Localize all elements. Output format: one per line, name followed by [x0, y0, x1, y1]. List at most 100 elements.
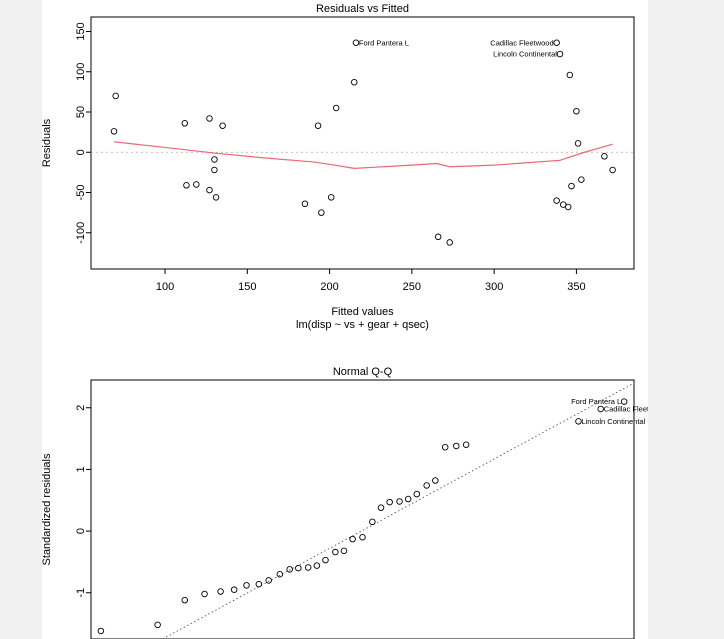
data-point [255, 580, 263, 588]
data-point [575, 418, 582, 425]
data-point [304, 564, 312, 571]
data-point [352, 39, 360, 47]
y-tick-label: -50 [75, 185, 87, 201]
y-tick-label: 1 [75, 466, 87, 472]
data-point [110, 128, 118, 135]
data-point [211, 156, 218, 163]
data-point [301, 200, 309, 208]
data-point [327, 194, 335, 201]
data-point [183, 182, 190, 189]
data-point [564, 203, 572, 211]
data-point [441, 443, 449, 451]
point-annotation: Cadillac Fleetwood [604, 404, 648, 413]
data-point [295, 564, 302, 572]
data-point [332, 104, 340, 112]
y-tick-label: -1 [75, 588, 87, 598]
plot-area-0 [91, 39, 634, 246]
y-axis-label: Standardized residuals [42, 453, 53, 565]
data-point [413, 490, 421, 498]
data-point [446, 239, 453, 246]
smoother-line [113, 141, 613, 169]
data-point [314, 122, 322, 129]
x-tick-label: 200 [320, 281, 338, 293]
qq-reference-line [162, 382, 634, 639]
data-point [286, 566, 293, 573]
plot-area-1 [97, 382, 634, 639]
data-point [404, 495, 412, 503]
data-point [566, 71, 574, 79]
y-axis-label: Residuals [42, 118, 53, 167]
data-point [97, 627, 105, 635]
data-point [211, 166, 218, 174]
diagnostic-plots: Residuals vs FittedResiduals-100-5005010… [42, 3, 648, 639]
x-tick-label: 300 [485, 281, 503, 293]
data-point [568, 182, 575, 190]
data-point [206, 115, 213, 122]
data-point [349, 535, 356, 543]
data-point [553, 39, 560, 47]
data-point [265, 577, 272, 584]
data-point [217, 588, 224, 595]
y-tick-label: 0 [75, 149, 87, 155]
data-point [276, 571, 284, 578]
x-tick-label: 150 [238, 281, 256, 293]
data-point [322, 556, 329, 564]
plot-frame-0 [90, 16, 635, 270]
point-annotation: Lincoln Continental [581, 417, 645, 426]
chart-title: Normal Q-Q [333, 366, 393, 378]
data-point [453, 442, 460, 450]
data-point [243, 582, 250, 589]
data-point [574, 140, 582, 147]
data-point [573, 107, 580, 115]
data-point [154, 621, 161, 629]
data-point [201, 590, 208, 598]
data-point [462, 441, 470, 449]
point-annotation: Ford Pantera L [571, 397, 621, 406]
data-point [359, 534, 366, 541]
data-point [620, 398, 628, 405]
data-point [313, 562, 321, 569]
y-tick-label: 100 [75, 63, 87, 81]
x-tick-label: 350 [567, 281, 585, 293]
x-axis-label: Fitted values [331, 306, 394, 318]
data-point [597, 405, 604, 413]
y-tick-label: -100 [75, 222, 87, 244]
y-tick-label: 2 [75, 405, 87, 411]
data-point [609, 166, 616, 174]
data-point [351, 78, 358, 86]
point-annotation: Lincoln Continental [493, 50, 557, 59]
data-point [434, 233, 442, 241]
chart-subtitle: lm(disp ~ vs + gear + qsec) [296, 319, 429, 331]
data-point [181, 596, 189, 604]
data-point [332, 548, 339, 556]
data-point [556, 50, 564, 58]
data-point [340, 547, 348, 555]
data-point [553, 197, 560, 204]
y-tick-label: 150 [75, 22, 87, 40]
x-tick-label: 250 [403, 281, 421, 293]
data-point [432, 477, 439, 484]
data-point [423, 482, 430, 489]
plot-frame-1 [90, 379, 635, 639]
data-point [578, 176, 585, 183]
data-point [112, 92, 119, 100]
chart-title: Residuals vs Fitted [316, 3, 409, 15]
y-tick-label: 0 [75, 528, 87, 534]
data-point [386, 498, 393, 506]
data-point [181, 120, 189, 127]
data-point [219, 122, 226, 129]
data-point [193, 181, 200, 188]
plot-canvas: Residuals vs Fitted Residuals -100 -50 0 50 10… [42, 0, 648, 639]
data-point [396, 498, 403, 505]
data-point [206, 186, 213, 194]
data-point [377, 504, 385, 511]
point-annotation: Ford Pantera L [359, 38, 409, 47]
x-tick-label: 100 [156, 281, 174, 293]
data-point [601, 153, 608, 160]
data-point [318, 209, 325, 216]
data-point [230, 586, 238, 593]
data-point [212, 194, 220, 201]
point-annotation: Cadillac Fleetwood [490, 38, 553, 47]
y-tick-label: 50 [75, 106, 87, 118]
data-point [369, 518, 376, 526]
